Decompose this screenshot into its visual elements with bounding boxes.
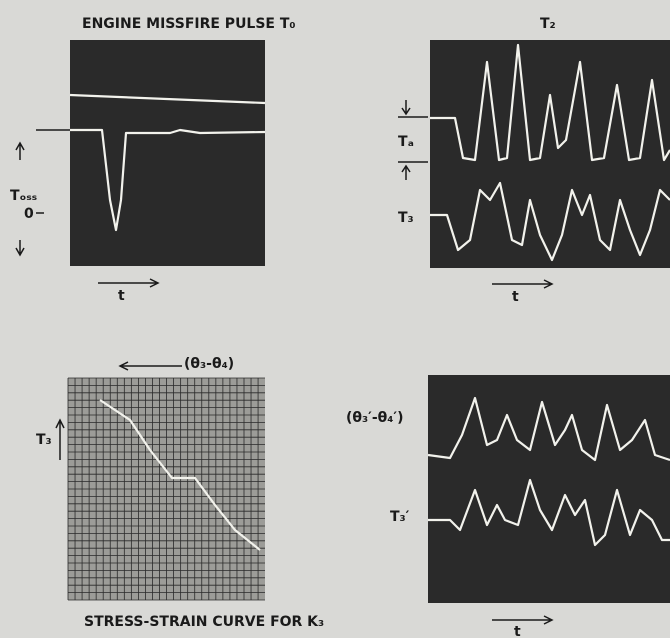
- scope-screen: [70, 40, 265, 266]
- y-label: T₃: [36, 432, 52, 448]
- label: T₃: [398, 210, 414, 226]
- panel-title: T₂: [540, 16, 556, 32]
- caption: STRESS-STRAIN CURVE FOR K₃: [84, 614, 324, 630]
- panel-title: ENGINE MISSFIRE PULSE T₀: [82, 16, 296, 32]
- scope-screen: [430, 40, 670, 268]
- scope-screen: [428, 375, 670, 603]
- x-label: t: [118, 288, 125, 304]
- y-label: Tₒₛₛ: [10, 188, 37, 204]
- x-label: (θ₃-θ₄): [184, 356, 234, 372]
- label: T₃′: [390, 509, 410, 525]
- x-label: t: [514, 624, 521, 638]
- label: Tₐ: [398, 134, 414, 150]
- x-label: t: [512, 289, 519, 305]
- label: (θ₃′-θ₄′): [346, 410, 404, 426]
- figure: ENGINE MISSFIRE PULSE T₀ Tₒₛₛ 0 t T₂ Tₐ …: [0, 0, 670, 638]
- zero-label: 0: [24, 206, 34, 222]
